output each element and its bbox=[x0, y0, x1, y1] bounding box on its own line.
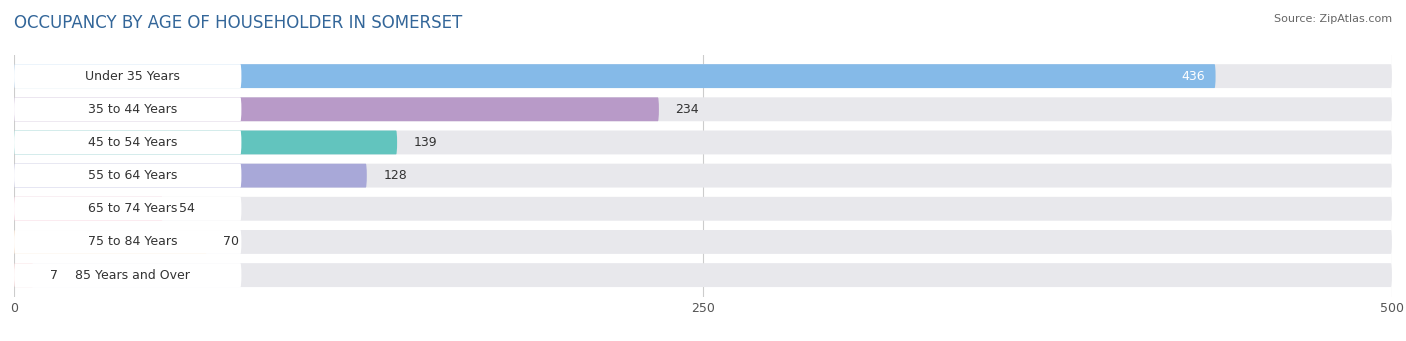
FancyBboxPatch shape bbox=[14, 131, 396, 154]
FancyBboxPatch shape bbox=[14, 164, 242, 188]
Text: 234: 234 bbox=[675, 103, 699, 116]
FancyBboxPatch shape bbox=[14, 97, 1392, 121]
FancyBboxPatch shape bbox=[14, 263, 34, 287]
FancyBboxPatch shape bbox=[14, 131, 1392, 154]
FancyBboxPatch shape bbox=[14, 197, 163, 221]
Text: 75 to 84 Years: 75 to 84 Years bbox=[87, 235, 177, 249]
FancyBboxPatch shape bbox=[14, 164, 367, 188]
Text: Source: ZipAtlas.com: Source: ZipAtlas.com bbox=[1274, 14, 1392, 24]
FancyBboxPatch shape bbox=[14, 64, 1392, 88]
FancyBboxPatch shape bbox=[14, 131, 242, 154]
FancyBboxPatch shape bbox=[14, 263, 242, 287]
FancyBboxPatch shape bbox=[14, 64, 1216, 88]
FancyBboxPatch shape bbox=[14, 197, 242, 221]
Text: 85 Years and Over: 85 Years and Over bbox=[75, 269, 190, 282]
FancyBboxPatch shape bbox=[14, 197, 1392, 221]
Text: 35 to 44 Years: 35 to 44 Years bbox=[87, 103, 177, 116]
FancyBboxPatch shape bbox=[14, 230, 242, 254]
Text: OCCUPANCY BY AGE OF HOUSEHOLDER IN SOMERSET: OCCUPANCY BY AGE OF HOUSEHOLDER IN SOMER… bbox=[14, 14, 463, 32]
Text: 7: 7 bbox=[49, 269, 58, 282]
Text: 54: 54 bbox=[180, 202, 195, 215]
FancyBboxPatch shape bbox=[14, 97, 659, 121]
Text: 65 to 74 Years: 65 to 74 Years bbox=[87, 202, 177, 215]
Text: 139: 139 bbox=[413, 136, 437, 149]
FancyBboxPatch shape bbox=[14, 263, 1392, 287]
FancyBboxPatch shape bbox=[14, 64, 242, 88]
FancyBboxPatch shape bbox=[14, 230, 207, 254]
Text: Under 35 Years: Under 35 Years bbox=[84, 70, 180, 83]
Text: 45 to 54 Years: 45 to 54 Years bbox=[87, 136, 177, 149]
FancyBboxPatch shape bbox=[14, 230, 1392, 254]
Text: 128: 128 bbox=[384, 169, 408, 182]
Text: 55 to 64 Years: 55 to 64 Years bbox=[87, 169, 177, 182]
Text: 70: 70 bbox=[224, 235, 239, 249]
FancyBboxPatch shape bbox=[14, 164, 1392, 188]
FancyBboxPatch shape bbox=[14, 97, 242, 121]
Text: 436: 436 bbox=[1181, 70, 1205, 83]
